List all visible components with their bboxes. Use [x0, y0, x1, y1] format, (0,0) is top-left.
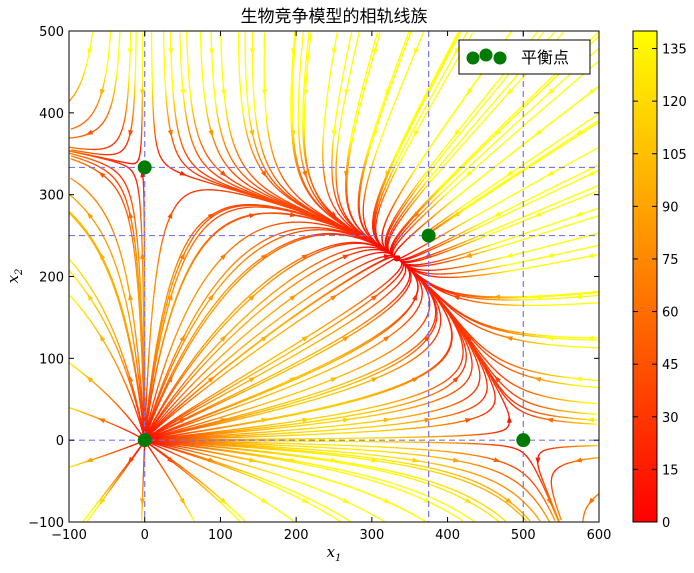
streamline-arrow: [250, 48, 255, 55]
streamline-arrow: [128, 48, 133, 55]
streamline-arrow: [87, 48, 92, 55]
streamlines: [69, 31, 599, 522]
streamline-arrow: [414, 48, 419, 55]
streamline-arrow: [332, 48, 337, 55]
streamline-arrow: [209, 48, 214, 55]
chart-title: 生物竞争模型的相轨线族: [241, 7, 428, 27]
streamline-arrow: [168, 48, 173, 55]
streamline-arrow: [373, 48, 378, 55]
